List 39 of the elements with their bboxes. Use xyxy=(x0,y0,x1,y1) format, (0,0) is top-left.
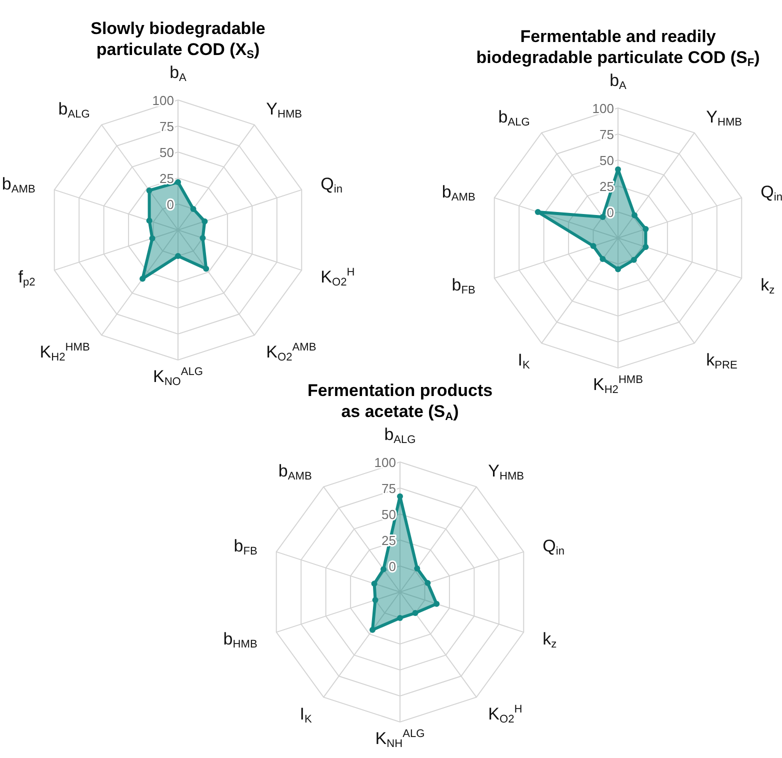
spoke-label: k$_{z}$ xyxy=(542,629,557,650)
spoke-label: b$_{ALG}$ xyxy=(498,108,530,128)
spoke-label: b$_{ALG}$ xyxy=(384,425,416,446)
y-tick-label: 25 xyxy=(160,171,174,186)
spoke-label: k$_{z}$ xyxy=(760,275,775,296)
y-tick-label: 75 xyxy=(600,127,614,142)
chart-title: Slowly biodegradable particulate COD (X$_{S}$) xyxy=(90,19,266,61)
spoke-label: Y$_{HMB}$ xyxy=(706,108,742,128)
spoke-label: I$_{K}$ xyxy=(300,704,312,726)
spoke-label: Q$_{in}$ xyxy=(542,536,564,558)
spoke-label: b$_{A}$ xyxy=(170,63,188,84)
y-tick-label: 25 xyxy=(382,533,396,548)
spoke-label: b$_{FB}$ xyxy=(234,536,258,558)
chart-title: Fermentation products as acetate (S$_{A}$) xyxy=(307,381,493,423)
spoke-label: b$_{ALG}$ xyxy=(58,100,90,120)
y-tick-label: 75 xyxy=(382,481,396,496)
spoke-label: b$_{HMB}$ xyxy=(223,629,258,650)
spoke-label: Y$_{HMB}$ xyxy=(266,100,302,120)
y-tick-label: 0 xyxy=(388,559,396,574)
y-tick-label: 0 xyxy=(166,197,174,212)
spoke-label: b$_{AMB}$ xyxy=(442,182,476,204)
y-tick-label: 0 xyxy=(606,205,614,220)
y-tick-label: 100 xyxy=(152,93,174,108)
spoke-label: f$_{p2}$ xyxy=(18,267,36,288)
y-tick-label: 75 xyxy=(160,119,174,134)
spoke-label: b$_{AMB}$ xyxy=(2,174,36,196)
spoke-label: Q$_{in}$ xyxy=(760,182,782,204)
spoke-label: Y$_{HMB}$ xyxy=(488,462,524,482)
y-tick-label: 50 xyxy=(160,145,174,160)
spoke-label: b$_{AMB}$ xyxy=(278,462,312,482)
spoke-label: k$_{PRE}$ xyxy=(706,350,738,372)
spoke-label: I$_{K}$ xyxy=(518,350,530,372)
y-tick-label: 50 xyxy=(600,153,614,168)
spoke-label: b$_{FB}$ xyxy=(452,275,476,296)
spoke-label: Q$_{in}$ xyxy=(320,174,342,196)
y-tick-label: 100 xyxy=(592,101,614,116)
spoke-label: b$_{A}$ xyxy=(610,71,628,92)
y-tick-label: 100 xyxy=(374,455,396,470)
chart-title: Fermentable and readily biodegradable particulate COD (S$_{F}$) xyxy=(476,27,760,69)
